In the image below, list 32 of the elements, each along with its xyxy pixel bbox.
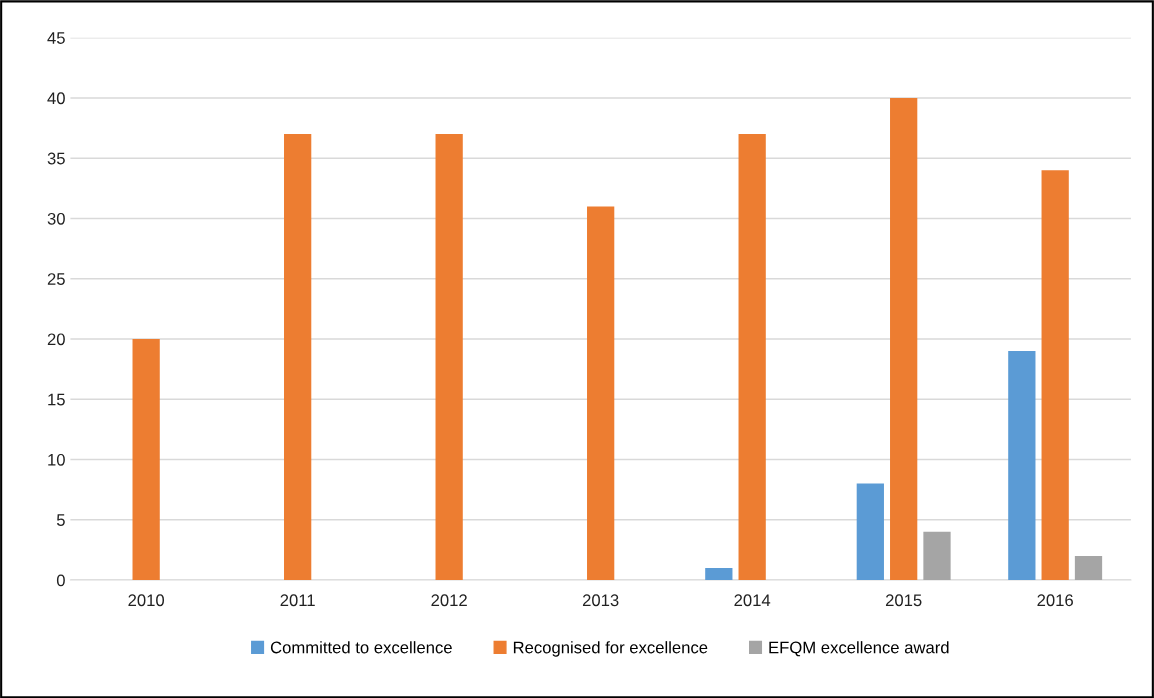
y-tick-label: 25 bbox=[47, 273, 65, 285]
bar bbox=[1008, 351, 1036, 581]
bar bbox=[705, 567, 733, 581]
y-tick-label: 15 bbox=[48, 393, 65, 406]
bar bbox=[923, 531, 951, 581]
x-tick-label: 2010 bbox=[128, 594, 165, 607]
x-tick-label: 2016 bbox=[1037, 594, 1073, 607]
bar bbox=[1074, 555, 1103, 581]
bar bbox=[856, 483, 884, 581]
x-tick-label: 2012 bbox=[431, 594, 467, 607]
legend-label: Committed to excellence bbox=[270, 641, 452, 654]
y-tick-label: 40 bbox=[47, 92, 65, 105]
y-tick-label: 10 bbox=[48, 453, 65, 466]
y-tick-label: 30 bbox=[47, 212, 65, 225]
x-tick-label: 2011 bbox=[280, 594, 315, 607]
legend-label: EFQM excellence award bbox=[769, 641, 949, 657]
y-tick-label: 45 bbox=[47, 32, 65, 44]
y-tick-label: 5 bbox=[56, 514, 65, 526]
bar bbox=[132, 339, 160, 581]
x-tick-label: 2015 bbox=[885, 594, 922, 607]
y-tick-label: 20 bbox=[47, 333, 65, 346]
legend-label: Recognised for excellence bbox=[513, 641, 708, 657]
x-tick-label: 2013 bbox=[582, 594, 619, 607]
bar bbox=[1041, 170, 1069, 581]
x-tick-label: 2014 bbox=[734, 594, 771, 607]
bar bbox=[284, 134, 312, 581]
y-tick-label: 0 bbox=[56, 574, 65, 587]
bar bbox=[890, 97, 918, 581]
bar bbox=[738, 134, 766, 581]
bar bbox=[435, 134, 463, 581]
y-tick-label: 35 bbox=[47, 152, 65, 165]
bar bbox=[587, 206, 615, 581]
